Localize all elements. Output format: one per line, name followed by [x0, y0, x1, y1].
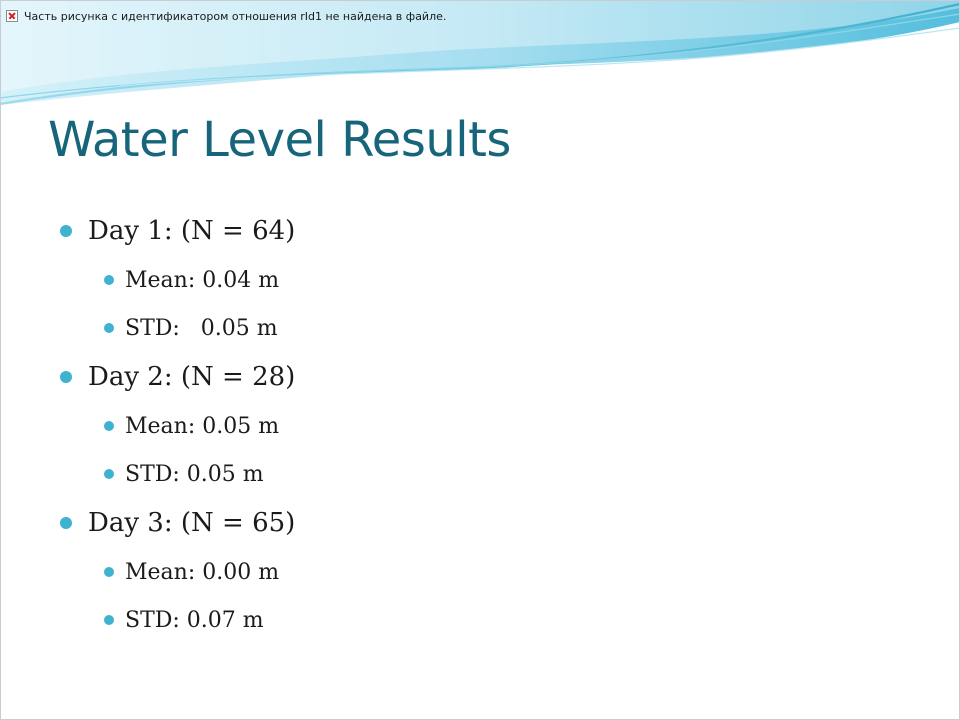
bullet-text: STD: 0.07 m — [125, 607, 264, 633]
bullet-dot-icon — [60, 517, 72, 529]
bullet-day-2-mean: Mean: 0.05 m — [60, 402, 900, 450]
bullet-day-2: Day 2: (N = 28) — [60, 352, 900, 402]
slide-title: Water Level Results — [48, 112, 511, 168]
bullet-day-3-std: STD: 0.07 m — [60, 596, 900, 644]
bullet-text: Day 1: (N = 64) — [88, 216, 296, 246]
bullet-text: STD: 0.05 m — [125, 315, 278, 341]
bullet-dot-icon — [104, 421, 114, 431]
missing-image-notice: Часть рисунка с идентификатором отношени… — [6, 6, 446, 26]
day-3-group: Day 3: (N = 65) Mean: 0.00 m STD: 0.07 m — [60, 498, 900, 644]
bullet-day-1-std: STD: 0.05 m — [60, 304, 900, 352]
bullet-day-1: Day 1: (N = 64) — [60, 206, 900, 256]
bullet-text: Day 3: (N = 65) — [88, 508, 296, 538]
day-2-group: Day 2: (N = 28) Mean: 0.05 m STD: 0.05 m — [60, 352, 900, 498]
bullet-day-1-mean: Mean: 0.04 m — [60, 256, 900, 304]
bullet-dot-icon — [60, 225, 72, 237]
bullet-dot-icon — [104, 323, 114, 333]
bullet-dot-icon — [104, 469, 114, 479]
bullet-day-3: Day 3: (N = 65) — [60, 498, 900, 548]
bullet-dot-icon — [104, 567, 114, 577]
bullet-day-2-std: STD: 0.05 m — [60, 450, 900, 498]
bullet-text: Day 2: (N = 28) — [88, 362, 296, 392]
bullet-list: Day 1: (N = 64) Mean: 0.04 m STD: 0.05 m… — [60, 206, 900, 644]
bullet-dot-icon — [104, 275, 114, 285]
bullet-day-3-mean: Mean: 0.00 m — [60, 548, 900, 596]
broken-image-icon — [6, 10, 18, 22]
day-1-group: Day 1: (N = 64) Mean: 0.04 m STD: 0.05 m — [60, 206, 900, 352]
bullet-dot-icon — [104, 615, 114, 625]
bullet-text: STD: 0.05 m — [125, 461, 264, 487]
header-wave-decoration — [0, 0, 960, 106]
bullet-text: Mean: 0.00 m — [125, 559, 280, 585]
bullet-text: Mean: 0.05 m — [125, 413, 280, 439]
bullet-dot-icon — [60, 371, 72, 383]
bullet-text: Mean: 0.04 m — [125, 267, 280, 293]
missing-image-text: Часть рисунка с идентификатором отношени… — [24, 9, 447, 23]
